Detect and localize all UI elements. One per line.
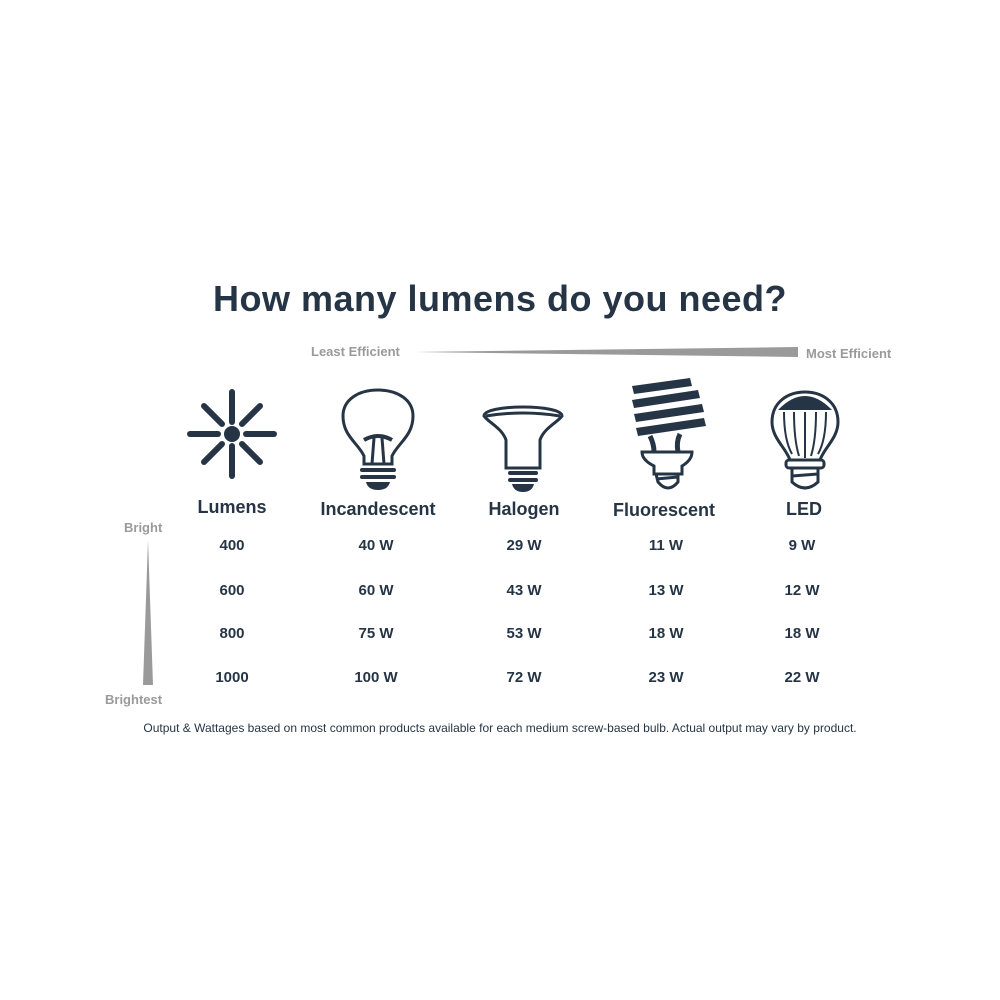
table-cell-led: 9 W — [788, 537, 816, 554]
table-cell-led: 22 W — [784, 669, 820, 686]
table-cell-incandescent: 75 W — [358, 625, 394, 642]
table-cell-incandescent: 60 W — [358, 582, 394, 599]
column-header-lumens: Lumens — [197, 497, 267, 517]
brightness-wedge — [143, 540, 153, 685]
table-cell-halogen: 72 W — [506, 669, 542, 686]
bright-label: Bright — [124, 520, 163, 535]
most-efficient-label: Most Efficient — [806, 346, 892, 361]
table-cell-lumens: 400 — [219, 537, 245, 554]
table-cell-fluorescent: 11 W — [648, 537, 684, 554]
table-cell-incandescent: 40 W — [358, 537, 394, 554]
table-cell-incandescent: 100 W — [354, 669, 398, 686]
table-cell-lumens: 1000 — [215, 669, 249, 686]
table-cell-fluorescent: 18 W — [648, 625, 684, 642]
table-cell-led: 18 W — [784, 625, 820, 642]
cfl-bulb-icon — [632, 378, 706, 490]
table-cell-fluorescent: 23 W — [648, 669, 684, 686]
light-burst-icon — [187, 389, 277, 479]
table-cell-lumens: 800 — [219, 625, 245, 642]
incandescent-bulb-icon — [341, 388, 415, 490]
column-header-fluorescent: Fluorescent — [612, 500, 716, 520]
footnote: Output & Wattages based on most common p… — [143, 721, 857, 735]
table-cell-led: 12 W — [784, 582, 820, 599]
table-cell-halogen: 53 W — [506, 625, 542, 642]
table-cell-halogen: 29 W — [506, 537, 542, 554]
brightest-label: Brightest — [105, 692, 163, 707]
led-bulb-icon — [770, 390, 840, 490]
column-header-incandescent: Incandescent — [320, 499, 436, 519]
column-header-halogen: Halogen — [488, 499, 560, 519]
least-efficient-label: Least Efficient — [311, 344, 400, 359]
table-cell-halogen: 43 W — [506, 582, 542, 599]
table-cell-fluorescent: 13 W — [648, 582, 684, 599]
column-header-led: LED — [786, 499, 822, 519]
table-cell-lumens: 600 — [219, 582, 245, 599]
page-title: How many lumens do you need? — [212, 278, 788, 319]
halogen-bulb-icon — [482, 405, 564, 492]
